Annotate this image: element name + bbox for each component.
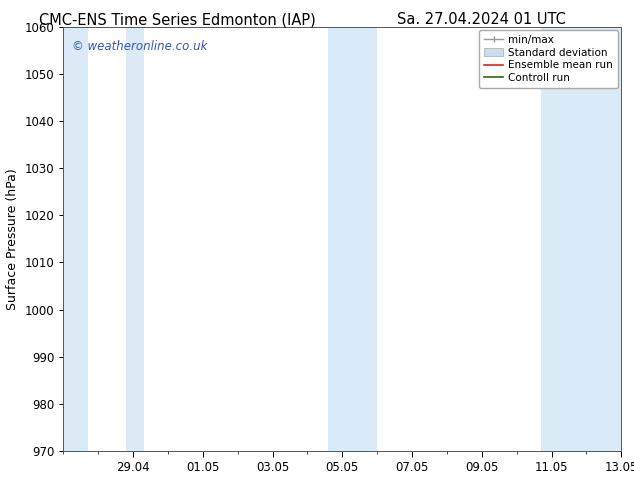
Bar (63, 27, 87, 451)
Y-axis label: Surface Pressure (hPa): Surface Pressure (hPa) (6, 168, 19, 310)
Text: CMC-ENS Time Series Edmonton (IAP): CMC-ENS Time Series Edmonton (IAP) (39, 12, 316, 27)
Legend: min/max, Standard deviation, Ensemble mean run, Controll run: min/max, Standard deviation, Ensemble me… (479, 30, 618, 88)
Bar (328, 27, 377, 451)
Bar (541, 27, 621, 451)
Text: Sa. 27.04.2024 01 UTC: Sa. 27.04.2024 01 UTC (398, 12, 566, 27)
Bar (126, 27, 143, 451)
Text: © weatheronline.co.uk: © weatheronline.co.uk (72, 40, 207, 52)
